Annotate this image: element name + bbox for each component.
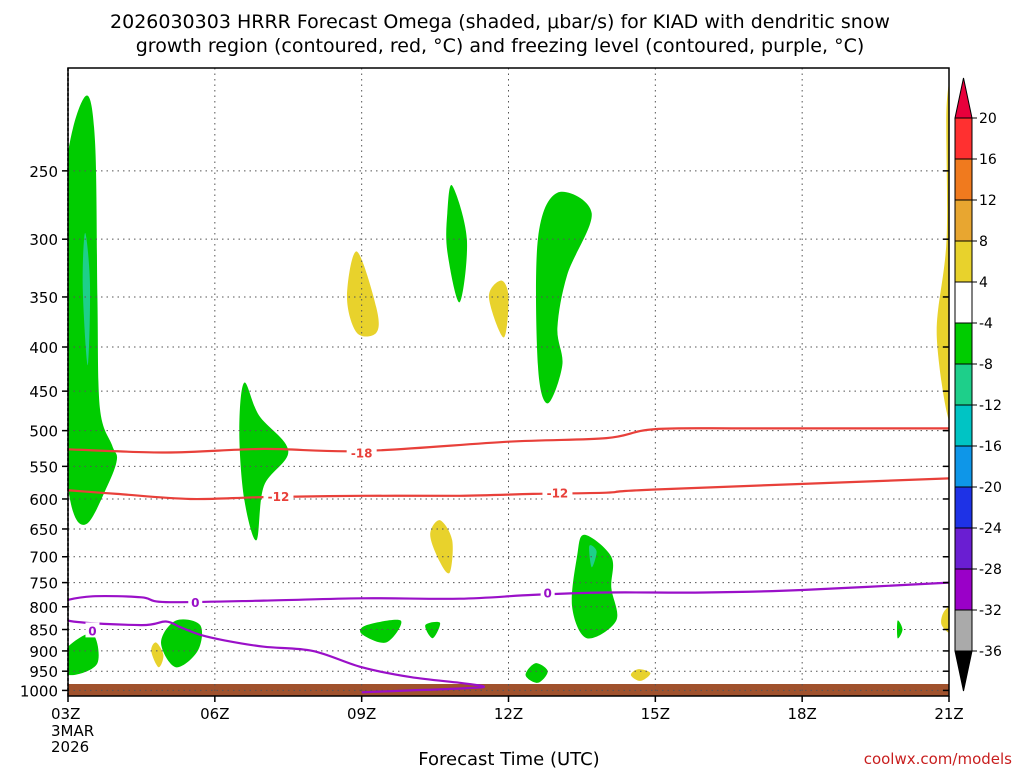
colorbar-label-3: 8: [979, 234, 988, 250]
chart-title-line-2: growth region (contoured, red, °C) and f…: [136, 35, 865, 57]
colorbar-box-10: [954, 527, 973, 570]
contour-label-bg-4: [540, 584, 555, 600]
x-tick-label-21Z: 21Z: [934, 705, 963, 723]
omega-region-9: [571, 534, 618, 639]
x-axis-label: Forecast Time (UTC): [418, 749, 599, 768]
x-tick-label-18Z: 18Z: [787, 705, 816, 723]
contour-label-0: -18: [351, 446, 373, 460]
colorbar-label-6: -8: [979, 357, 993, 373]
omega-region-10: [589, 545, 597, 568]
contour-label-bg-3: [188, 594, 203, 610]
contour-label-bg-5: [85, 622, 100, 638]
y-tick-label-800: 800: [29, 599, 58, 617]
colorbar-label-0: 20: [979, 111, 997, 127]
axes-layer: 250 300 350 400 450 500 550 600 650 700 750 800 850 9…: [20, 67, 964, 756]
colorbar-label-11: -28: [979, 562, 1002, 578]
y-tick-label-700: 700: [29, 549, 58, 567]
grid-layer: [68, 68, 949, 696]
y-tick-label-400: 400: [29, 339, 58, 357]
omega-region-15: [425, 621, 441, 639]
colorbar-bottom-arrow: [954, 650, 973, 692]
contour-label-5: 0: [88, 624, 96, 638]
x-date-label-1: 2026: [51, 738, 89, 756]
colorbar-label-4: 4: [979, 275, 988, 291]
colorbar-box-12: [954, 609, 973, 652]
colorbar-label-1: 16: [979, 152, 997, 168]
x-tick-label-03Z: 03Z: [51, 705, 80, 723]
contour--12-1: [68, 477, 949, 501]
colorbar-box-8: [954, 445, 973, 488]
x-date-label-0: 3MAR: [51, 722, 94, 740]
colorbar-box-5: [954, 322, 973, 365]
colorbar-box-11: [954, 568, 973, 611]
colorbar-box-1: [954, 158, 973, 201]
omega-region-14: [360, 619, 402, 643]
colorbar-label-7: -12: [979, 398, 1002, 414]
colorbar-label-9: -20: [979, 480, 1002, 496]
omega-region-8: [430, 520, 453, 574]
colorbar-box-6: [954, 363, 973, 406]
omega-region-6: [535, 191, 592, 404]
colorbar-box-7: [954, 404, 973, 447]
omega-region-0: [68, 95, 118, 525]
contour-label-1: -12: [268, 490, 290, 504]
y-tick-label-950: 950: [29, 663, 58, 681]
contour-layer: -18 -12 -12 0 0 0: [68, 427, 949, 694]
y-tick-label-600: 600: [29, 491, 58, 509]
colorbar-label-2: 12: [979, 193, 997, 209]
colorbar-box-2: [954, 199, 973, 242]
omega-region-1: [82, 232, 91, 366]
colorbar-box-0: [954, 117, 973, 160]
y-tick-label-750: 750: [29, 575, 58, 593]
y-tick-label-1000: 1000: [20, 682, 58, 700]
y-tick-label-550: 550: [29, 458, 58, 476]
y-tick-label-500: 500: [29, 423, 58, 441]
omega-region-3: [347, 251, 379, 337]
colorbar: 20 16 12 8 4 -4 -8 -12 -16 -20 -24 -28 -32 -36: [954, 77, 1002, 692]
omega-region-11: [68, 633, 99, 676]
omega-region-19: [941, 606, 949, 633]
x-tick-label-15Z: 15Z: [641, 705, 670, 723]
contour-label-bg-1: [263, 487, 294, 503]
omega-region-17: [630, 669, 651, 681]
contour-label-bg-2: [542, 484, 573, 500]
omega-region-4: [446, 185, 468, 303]
contour-label-4: 0: [543, 586, 551, 600]
omega-region-7: [936, 82, 949, 421]
contour-label-3: 0: [191, 596, 199, 610]
colorbar-label-8: -16: [979, 439, 1002, 455]
y-tick-label-900: 900: [29, 643, 58, 661]
contour-label-2: -12: [547, 487, 569, 501]
y-tick-label-650: 650: [29, 521, 58, 539]
omega-region-16: [525, 663, 548, 683]
colorbar-box-9: [954, 486, 973, 529]
colorbar-top-arrow: [954, 77, 973, 119]
y-tick-label-250: 250: [29, 163, 58, 181]
y-tick-label-300: 300: [29, 231, 58, 249]
y-tick-label-350: 350: [29, 289, 58, 307]
x-tick-label-12Z: 12Z: [494, 705, 523, 723]
colorbar-box-4: [954, 281, 973, 324]
chart-title-line-1: 2026030303 HRRR Forecast Omega (shaded, …: [110, 11, 890, 33]
y-tick-label-450: 450: [29, 383, 58, 401]
colorbar-label-13: -36: [979, 644, 1002, 660]
y-tick-label-850: 850: [29, 622, 58, 640]
x-tick-label-09Z: 09Z: [347, 705, 376, 723]
omega-region-5: [488, 280, 509, 338]
omega-shading-layer: [68, 82, 949, 683]
omega-region-12: [151, 642, 164, 668]
credit-text: coolwx.com/models: [864, 750, 1012, 768]
colorbar-label-10: -24: [979, 521, 1002, 537]
contour--18-0: [68, 427, 949, 454]
colorbar-label-5: -4: [979, 316, 993, 332]
omega-region-2: [239, 382, 289, 541]
x-tick-label-06Z: 06Z: [200, 705, 229, 723]
colorbar-label-12: -32: [979, 603, 1002, 619]
contour-label-bg-0: [346, 444, 377, 460]
colorbar-box-3: [954, 240, 973, 283]
